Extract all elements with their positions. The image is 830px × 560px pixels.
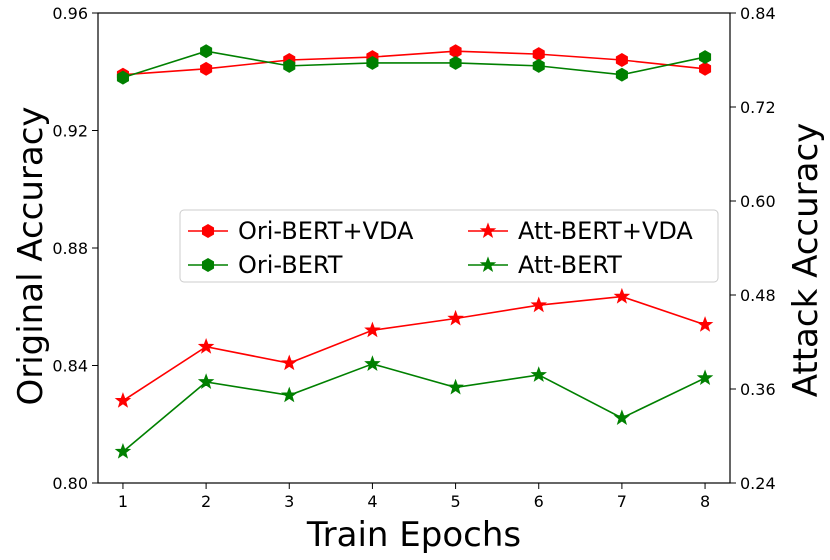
data-point-ori-bert-vda (699, 61, 712, 76)
x-axis-title: Train Epochs (306, 515, 521, 555)
y-left-tick-label: 0.84 (52, 357, 88, 376)
legend-label-ori-bert-vda: Ori-BERT+VDA (238, 217, 414, 245)
data-point-ori-bert-vda (200, 61, 213, 76)
series-line-att-bert-vda (122, 295, 706, 402)
data-point-ori-bert-vda (615, 53, 628, 67)
data-point-att-bert (696, 369, 714, 386)
data-point-ori-bert (615, 67, 628, 82)
data-point-att-bert (114, 443, 132, 459)
data-point-ori-bert (283, 58, 296, 73)
series-line-att-bert (122, 363, 706, 453)
legend-marker-ori-bert-vda (201, 224, 215, 238)
x-tick-label: 6 (534, 492, 544, 511)
legend-box (179, 209, 719, 283)
y-right-tick-label: 0.24 (740, 474, 776, 493)
x-tick-label: 1 (118, 492, 128, 511)
legend-label-att-bert: Att-BERT (518, 251, 622, 279)
data-point-att-bert (447, 378, 464, 395)
data-point-att-bert-vda (114, 392, 132, 408)
axes: 1 2 3 4 5 6 7 8 0.80 0.84 0.88 0.92 0.96 0.24 0.36 0.48… (52, 4, 775, 511)
data-point-ori-bert (699, 50, 712, 65)
data-point-ori-bert (116, 70, 129, 85)
y-right-tick-label: 0.48 (740, 286, 776, 305)
series-line-ori-bert-vda (122, 50, 706, 76)
legend-label-ori-bert: Ori-BERT (238, 251, 343, 279)
data-point-att-bert-vda (447, 309, 464, 326)
data-point-ori-bert (200, 44, 213, 59)
data-point-ori-bert (366, 55, 379, 70)
data-point-att-bert-vda (197, 338, 215, 354)
legend-marker-ori-bert (201, 258, 215, 272)
data-point-ori-bert-vda (532, 47, 545, 62)
legend-marker-att-bert-vda (479, 222, 497, 239)
y-left-tick-label: 0.88 (52, 239, 88, 258)
data-point-att-bert (197, 373, 215, 389)
y-right-tick-label: 0.60 (740, 192, 776, 211)
x-tick-label: 2 (201, 492, 211, 511)
data-point-att-bert (613, 409, 631, 425)
data-point-ori-bert-vda (449, 44, 462, 59)
data-point-att-bert (364, 355, 381, 371)
legend-marker-att-bert (479, 256, 497, 273)
data-point-ori-bert (449, 55, 462, 70)
y-left-axis-title: Original Accuracy (11, 106, 51, 405)
y-left-tick-label: 0.96 (52, 4, 88, 23)
x-tick-label: 3 (284, 492, 294, 511)
data-point-ori-bert (532, 58, 545, 73)
series-line-ori-bert (122, 50, 706, 79)
legend-label-att-bert-vda: Att-BERT+VDA (518, 217, 693, 245)
y-left-tick-label: 0.92 (52, 122, 88, 141)
data-point-att-bert-vda (364, 321, 381, 338)
legend: Ori-BERT+VDA Ori-BERT Att-BERT+VDA Att-BERT (179, 209, 719, 283)
data-point-att-bert-vda (613, 287, 631, 304)
y-right-tick-label: 0.84 (740, 4, 776, 23)
data-point-att-bert-vda (281, 354, 298, 371)
x-tick-label: 5 (450, 492, 460, 511)
x-tick-label: 4 (367, 492, 377, 511)
x-tick-label: 8 (700, 492, 710, 511)
x-tick-label: 7 (617, 492, 627, 511)
series-layer (114, 44, 714, 459)
y-right-axis-title: Attack Accuracy (786, 123, 826, 398)
data-point-att-bert-vda (530, 296, 547, 313)
y-right-tick-label: 0.72 (740, 98, 776, 117)
y-right-tick-label: 0.36 (740, 380, 776, 399)
data-point-att-bert (530, 366, 547, 382)
data-point-att-bert (281, 386, 298, 403)
y-left-tick-label: 0.80 (52, 474, 88, 493)
data-point-att-bert-vda (696, 316, 714, 332)
